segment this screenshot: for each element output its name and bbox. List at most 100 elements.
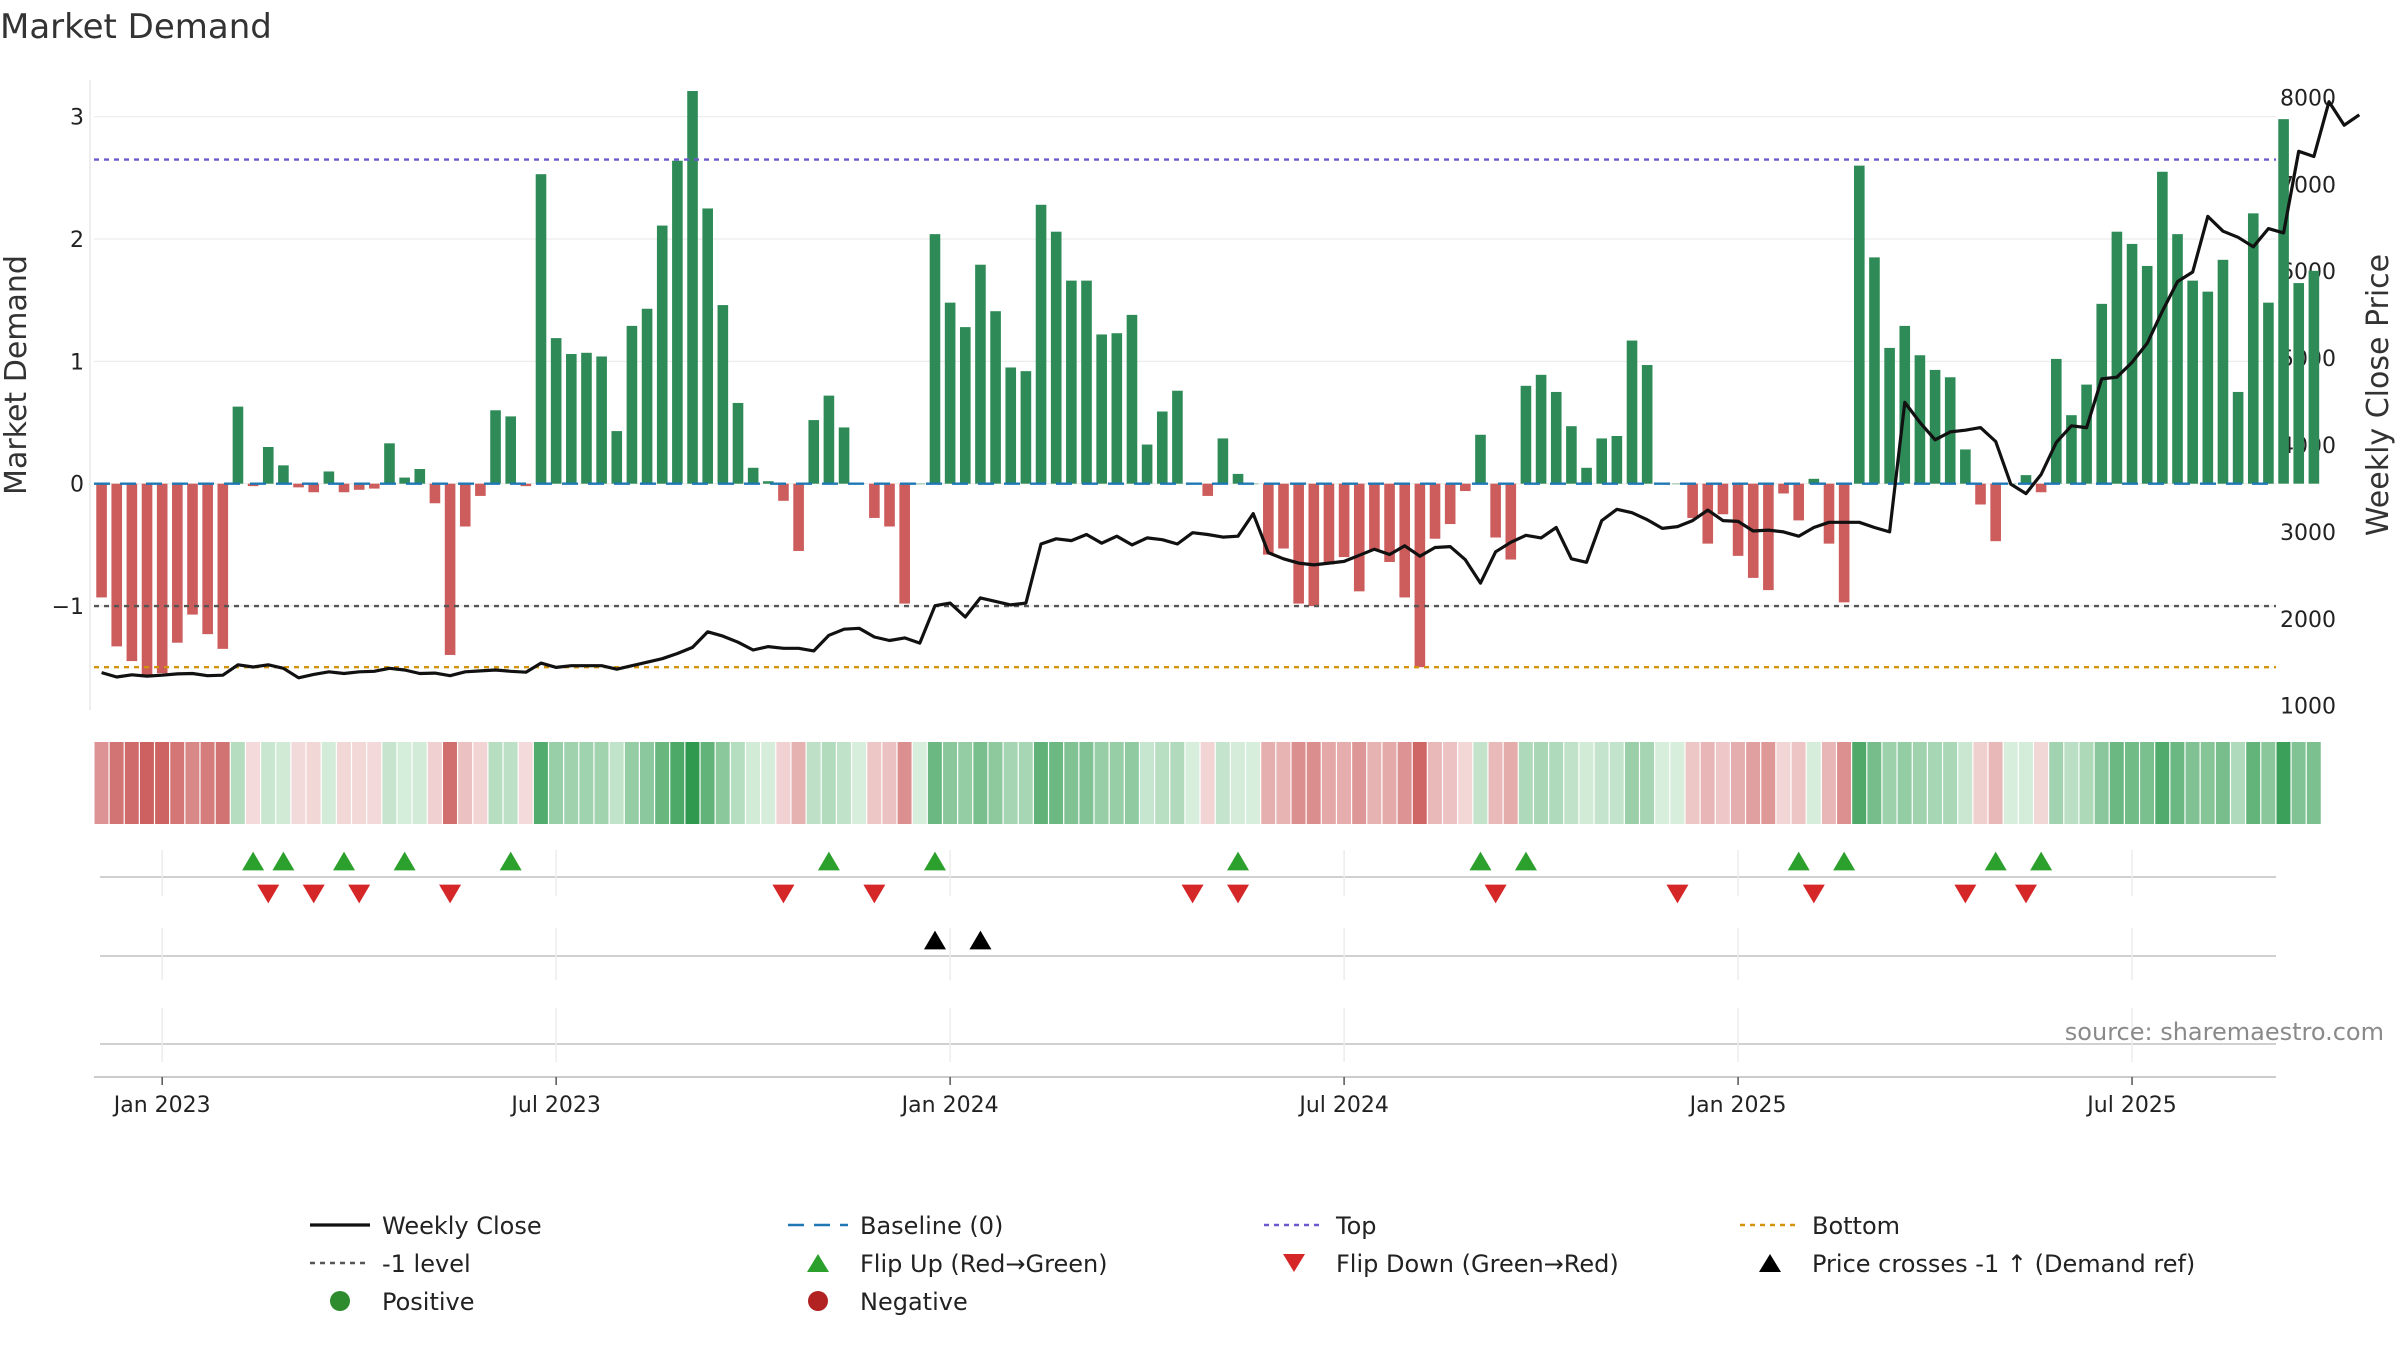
heat-cell [2079, 742, 2094, 824]
heat-cell [609, 742, 624, 824]
y-tick-label: 1 [70, 350, 84, 375]
heat-cell [1670, 742, 1685, 824]
heat-cell [2155, 742, 2170, 824]
demand-bar [1096, 334, 1107, 484]
heat-cell [2049, 742, 2064, 824]
demand-bar [762, 481, 774, 484]
demand-bar [262, 446, 274, 484]
y-tick-label: −1 [52, 595, 84, 620]
demand-bar [717, 305, 729, 484]
heat-cell [579, 742, 594, 824]
heat-cell [1412, 742, 1427, 824]
heat-cell [109, 742, 124, 824]
heat-cell [1488, 742, 1503, 824]
heat-cell [1624, 742, 1639, 824]
demand-bar [1232, 473, 1244, 484]
heat-cell [1246, 742, 1261, 824]
demand-bar [1550, 391, 1562, 484]
demand-bar [869, 483, 880, 518]
demand-bar [202, 483, 213, 635]
heat-cell [1806, 742, 1821, 824]
demand-bar [1081, 280, 1092, 484]
price-cross-marker [923, 930, 946, 950]
heat-cell [685, 742, 700, 824]
heat-cell [730, 742, 745, 824]
heat-cell [170, 742, 185, 824]
demand-bar [1460, 483, 1471, 492]
heat-cell [1261, 742, 1276, 824]
flip-down-marker [863, 884, 886, 904]
heat-cell [2094, 742, 2109, 824]
demand-bar [535, 174, 547, 484]
heat-cell [1276, 742, 1291, 824]
demand-bar [1853, 165, 1865, 484]
heat-cell [715, 742, 730, 824]
legend-item: Flip Down (Green→Red) [1283, 1250, 1619, 1278]
demand-bar [1960, 449, 1971, 484]
heat-cell [2034, 742, 2049, 824]
demand-bar [929, 234, 941, 484]
demand-bar [1990, 483, 2001, 542]
demand-bar [2096, 303, 2108, 484]
heat-cell [1458, 742, 1473, 824]
flip-up-marker [1227, 851, 1250, 871]
flip-up-marker [1984, 851, 2007, 871]
legend-marker [807, 1254, 829, 1272]
legend-item: Negative [808, 1288, 968, 1316]
flip-down-marker [1666, 884, 1689, 904]
legend-item: Weekly Close [310, 1212, 542, 1240]
source-annotation: source: sharemaestro.com [2065, 1018, 2384, 1046]
demand-bar [944, 302, 956, 484]
legend-label: Baseline (0) [860, 1212, 1003, 1240]
demand-bar [823, 395, 835, 484]
flip-down-marker [1181, 884, 1204, 904]
flip-down-marker [772, 884, 795, 904]
heat-cell [912, 742, 927, 824]
y2-tick-label: 5000 [2280, 347, 2336, 372]
demand-bar [1778, 483, 1789, 494]
demand-bar [1444, 483, 1456, 525]
demand-bar [1929, 369, 1941, 484]
x-tick-label: Jan 2023 [112, 1093, 211, 1118]
heat-cell [746, 742, 761, 824]
flip-up-marker [333, 851, 356, 871]
demand-bar [1323, 483, 1335, 565]
demand-bar [2141, 265, 2153, 484]
demand-bar [429, 483, 441, 504]
heat-cell [215, 742, 230, 824]
demand-bar [490, 410, 501, 484]
flip-down-marker [439, 884, 462, 904]
legend-item: Positive [330, 1288, 475, 1316]
demand-bar [581, 352, 592, 484]
heat-cell [1503, 742, 1518, 824]
demand-bar [1126, 314, 1138, 484]
demand-bar [1702, 483, 1714, 544]
heat-cell [246, 742, 260, 824]
demand-bar [2217, 259, 2229, 484]
demand-bar [1111, 333, 1123, 484]
heat-cell [1912, 742, 1927, 824]
demand-bar [2050, 358, 2062, 484]
heat-cell [1927, 742, 1942, 824]
legend-item: Price crosses -1 ↑ (Demand ref) [1759, 1250, 2195, 1278]
heat-cell [397, 742, 412, 824]
demand-bar [2263, 302, 2274, 484]
heat-cell [2261, 742, 2276, 824]
heat-cell [927, 742, 942, 824]
legend-label: Positive [382, 1288, 475, 1316]
heat-cell [1852, 742, 1867, 824]
demand-bar [1975, 483, 1986, 505]
heat-cell [2109, 742, 2124, 824]
heat-cell [1867, 742, 1882, 824]
demand-bar [111, 483, 123, 647]
legend-label: Weekly Close [382, 1212, 542, 1240]
heat-cell [1897, 742, 1912, 824]
demand-bar [732, 402, 744, 484]
heat-cell [200, 742, 215, 824]
demand-bar [687, 91, 698, 484]
demand-bar [656, 225, 668, 484]
flip-up-marker [499, 851, 522, 871]
demand-bar [566, 354, 577, 484]
legend-item: Bottom [1740, 1212, 1900, 1240]
heat-cell [1018, 742, 1033, 824]
